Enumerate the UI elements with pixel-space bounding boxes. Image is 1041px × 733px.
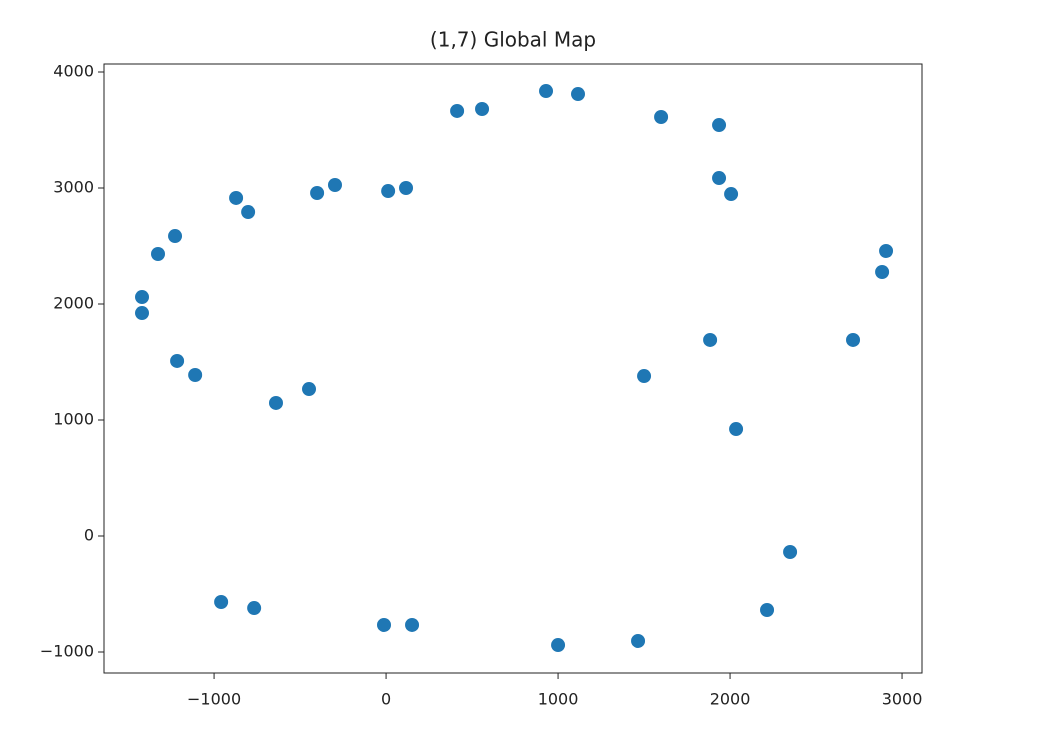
scatter-point <box>377 617 392 632</box>
scatter-point <box>310 185 325 200</box>
y-tick-label: 3000 <box>53 178 94 197</box>
y-tick-label: 1000 <box>53 410 94 429</box>
scatter-point <box>327 177 342 192</box>
scatter-point <box>399 181 414 196</box>
x-tick-label: 0 <box>381 690 391 709</box>
plot-frame <box>103 63 923 674</box>
scatter-point <box>268 395 283 410</box>
y-tick-label: 2000 <box>53 294 94 313</box>
scatter-point <box>135 290 150 305</box>
scatter-point <box>703 332 718 347</box>
x-tick-label: 2000 <box>710 690 751 709</box>
y-tick-label: 4000 <box>53 62 94 81</box>
scatter-point <box>654 110 669 125</box>
scatter-point <box>229 190 244 205</box>
scatter-point <box>188 367 203 382</box>
scatter-point <box>846 332 861 347</box>
y-tick-label: −1000 <box>40 642 94 661</box>
x-tick-label: 3000 <box>882 690 923 709</box>
scatter-point <box>151 247 166 262</box>
scatter-point <box>450 103 465 118</box>
scatter-point <box>539 84 554 99</box>
scatter-point <box>760 603 775 618</box>
scatter-point <box>879 243 894 258</box>
x-tick-label: −1000 <box>187 690 241 709</box>
chart-title: (1,7) Global Map <box>430 28 596 52</box>
scatter-point <box>241 205 256 220</box>
scatter-point <box>631 633 646 648</box>
scatter-point <box>783 545 798 560</box>
scatter-point <box>405 617 420 632</box>
scatter-point <box>712 118 727 133</box>
scatter-point <box>724 187 739 202</box>
scatter-point <box>247 601 262 616</box>
scatter-point <box>637 369 652 384</box>
x-tick-label: 1000 <box>538 690 579 709</box>
scatter-point <box>729 422 744 437</box>
scatter-point <box>135 306 150 321</box>
scatter-point <box>571 87 586 102</box>
scatter-point <box>168 229 183 244</box>
scatter-point <box>214 595 229 610</box>
scatter-point <box>381 184 396 199</box>
scatter-point <box>551 638 566 653</box>
scatter-point <box>170 353 185 368</box>
scatter-point <box>475 102 490 117</box>
scatter-point <box>875 264 890 279</box>
y-tick-label: 0 <box>84 526 94 545</box>
scatter-point <box>302 382 317 397</box>
scatter-point <box>712 171 727 186</box>
